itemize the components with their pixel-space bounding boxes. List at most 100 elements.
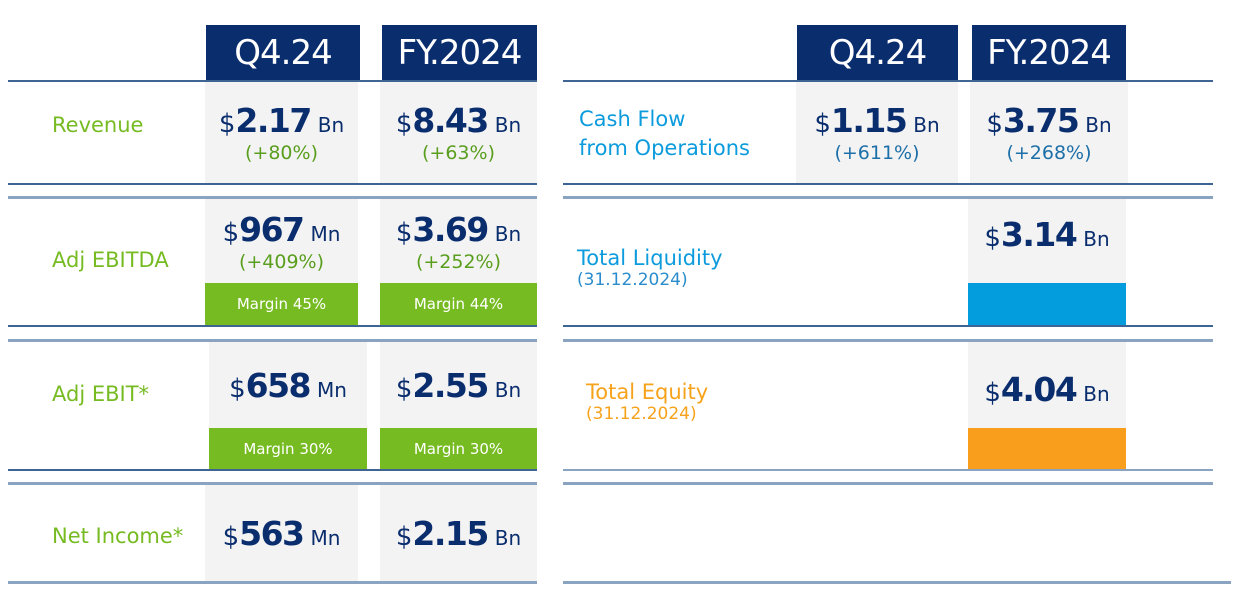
unit: Mn bbox=[317, 377, 347, 402]
row-label-total-equity: Total Equity (31.12.2024) bbox=[586, 380, 708, 424]
value: $2.17 Bn bbox=[219, 101, 344, 140]
date-text: (31.12.2024) bbox=[577, 270, 688, 290]
row-divider bbox=[563, 80, 1213, 82]
value: $967 Mn bbox=[223, 210, 341, 249]
unit: Bn bbox=[494, 221, 522, 246]
net-income-q4-cell: $563 Mn bbox=[205, 485, 358, 582]
net-income-fy-cell: $2.15 Bn bbox=[380, 485, 537, 582]
currency: $ bbox=[395, 217, 413, 248]
row-divider bbox=[8, 339, 537, 342]
revenue-q4-cell: $2.17 Bn (+80%) bbox=[205, 82, 358, 183]
margin-badge: Margin 45% bbox=[205, 283, 358, 325]
unit: Bn bbox=[913, 113, 940, 137]
row-divider bbox=[8, 482, 537, 485]
date-text: (31.12.2024) bbox=[586, 404, 697, 424]
revenue-fy-cell: $8.43 Bn (+63%) bbox=[380, 82, 537, 183]
adj-ebitda-fy-cell: $3.69 Bn (+252%) bbox=[380, 199, 537, 283]
currency: $ bbox=[395, 373, 413, 404]
margin-badge: Margin 30% bbox=[380, 428, 537, 469]
amount: 4.04 bbox=[1000, 369, 1078, 409]
cash-flow-fy-cell: $3.75 Bn (+268%) bbox=[970, 82, 1128, 183]
growth-change: (+409%) bbox=[238, 250, 325, 273]
column-header-q4: Q4.24 bbox=[797, 25, 958, 80]
label-line: from Operations bbox=[579, 136, 750, 160]
amount: 2.17 bbox=[235, 101, 312, 140]
currency: $ bbox=[814, 109, 831, 139]
row-divider bbox=[563, 482, 1213, 485]
amount: 3.14 bbox=[1000, 214, 1078, 254]
adj-ebitda-q4-cell: $967 Mn (+409%) bbox=[205, 199, 358, 283]
row-divider bbox=[563, 581, 1231, 584]
currency: $ bbox=[222, 217, 240, 248]
row-divider bbox=[8, 581, 537, 584]
row-divider bbox=[8, 80, 537, 82]
value: $3.69 Bn bbox=[396, 210, 521, 249]
currency: $ bbox=[229, 373, 246, 404]
label-text: Total Equity bbox=[586, 380, 709, 404]
growth-change: (+268%) bbox=[1006, 142, 1092, 164]
unit: Bn bbox=[494, 113, 522, 137]
value: $8.43 Bn bbox=[396, 101, 521, 140]
label-line: Cash Flow bbox=[579, 107, 686, 131]
growth-change: (+80%) bbox=[245, 142, 318, 164]
value: $2.55 Bn bbox=[396, 366, 521, 405]
row-divider bbox=[8, 183, 537, 185]
row-divider bbox=[563, 325, 1213, 327]
currency: $ bbox=[395, 109, 413, 139]
row-label-cash-flow: Cash Flow from Operations bbox=[579, 105, 750, 163]
value: $658 Mn bbox=[229, 366, 347, 405]
currency: $ bbox=[984, 377, 1001, 408]
amount: 3.69 bbox=[412, 209, 489, 249]
amount: 1.15 bbox=[830, 101, 908, 140]
currency: $ bbox=[222, 522, 240, 552]
row-divider bbox=[8, 196, 537, 199]
growth-change: (+252%) bbox=[415, 250, 502, 273]
unit: Bn bbox=[1085, 113, 1112, 137]
column-header-q4: Q4.24 bbox=[206, 25, 360, 80]
value: $3.14 Bn bbox=[984, 215, 1109, 254]
row-label-revenue: Revenue bbox=[52, 113, 144, 137]
row-divider bbox=[563, 469, 1213, 471]
currency: $ bbox=[986, 109, 1003, 139]
growth-change: (+63%) bbox=[422, 142, 495, 164]
total-liquidity-cell: $3.14 Bn bbox=[968, 199, 1126, 283]
margin-badge: Margin 44% bbox=[380, 283, 537, 325]
value: $2.15 Bn bbox=[396, 514, 521, 553]
unit: Mn bbox=[310, 221, 341, 246]
row-label-adj-ebit: Adj EBIT* bbox=[52, 382, 150, 406]
adj-ebit-fy-cell: $2.55 Bn bbox=[380, 342, 537, 428]
amount: 563 bbox=[239, 514, 305, 553]
growth-change: (+611%) bbox=[834, 142, 920, 164]
value: $4.04 Bn bbox=[984, 370, 1109, 409]
column-header-fy: FY.2024 bbox=[382, 25, 537, 80]
row-divider bbox=[563, 196, 1213, 199]
amount: 658 bbox=[245, 365, 312, 405]
adj-ebit-q4-cell: $658 Mn bbox=[209, 342, 367, 428]
currency: $ bbox=[984, 222, 1001, 253]
row-label-adj-ebitda: Adj EBITDA bbox=[52, 248, 169, 272]
amount: 8.43 bbox=[412, 101, 489, 140]
label-text: Total Liquidity bbox=[577, 246, 723, 270]
row-divider bbox=[563, 183, 1213, 185]
equity-color-bar bbox=[968, 428, 1126, 469]
unit: Bn bbox=[494, 526, 522, 550]
value: $3.75 Bn bbox=[986, 101, 1111, 140]
unit: Mn bbox=[310, 526, 341, 550]
amount: 3.75 bbox=[1002, 101, 1080, 140]
unit: Bn bbox=[494, 377, 522, 402]
liquidity-color-bar bbox=[968, 283, 1126, 325]
row-label-net-income: Net Income* bbox=[52, 524, 184, 548]
row-label-total-liquidity: Total Liquidity (31.12.2024) bbox=[577, 246, 723, 290]
cash-flow-q4-cell: $1.15 Bn (+611%) bbox=[796, 82, 958, 183]
value: $563 Mn bbox=[223, 514, 341, 553]
margin-badge: Margin 30% bbox=[209, 428, 367, 469]
row-divider bbox=[8, 325, 537, 327]
currency: $ bbox=[218, 109, 236, 139]
unit: Bn bbox=[317, 113, 345, 137]
value: $1.15 Bn bbox=[814, 101, 939, 140]
column-header-fy: FY.2024 bbox=[972, 25, 1126, 80]
currency: $ bbox=[395, 522, 413, 552]
row-divider bbox=[563, 339, 1213, 342]
row-divider bbox=[8, 469, 537, 471]
unit: Bn bbox=[1083, 226, 1110, 251]
